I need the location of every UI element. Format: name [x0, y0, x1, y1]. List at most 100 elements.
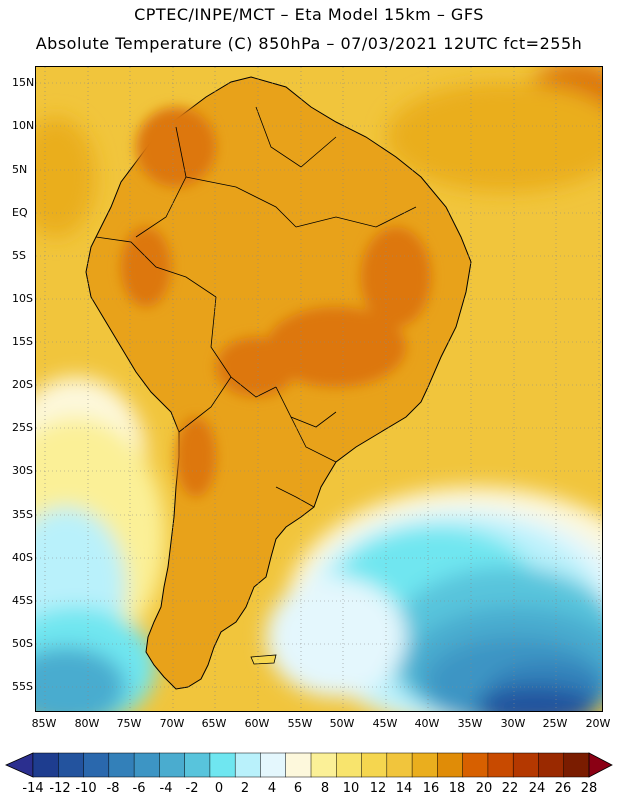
lat-label: 10S — [12, 292, 33, 305]
colorbar-cell — [310, 752, 337, 778]
temperature-map — [35, 66, 603, 712]
map-canvas — [36, 67, 602, 711]
border-line — [95, 236, 217, 298]
warm-ocean-patches — [36, 67, 602, 237]
colorbar-label: -4 — [159, 781, 173, 796]
colorbar-label: 12 — [369, 781, 387, 796]
border-line — [275, 486, 315, 508]
hot-patch — [361, 227, 431, 327]
colorbar-cell — [512, 752, 539, 778]
colorbar-label: 16 — [422, 781, 440, 796]
border-line — [295, 206, 417, 228]
colorbar-cell — [487, 752, 514, 778]
cold-pacific-patches — [36, 377, 166, 711]
lon-label: 80W — [74, 717, 100, 730]
lat-label: 35S — [12, 508, 33, 521]
gridlines — [36, 67, 602, 711]
colorbar-label: 0 — [214, 781, 224, 796]
hot-patch — [121, 227, 171, 307]
colorbar-cell — [336, 752, 363, 778]
colorbar-cell — [437, 752, 464, 778]
border-line — [290, 416, 337, 463]
colorbar-cell — [83, 752, 110, 778]
colorbar-label: 18 — [448, 781, 466, 796]
lat-label: EQ — [12, 206, 28, 219]
cold-atlantic-patches — [266, 487, 602, 711]
cold-patch — [36, 647, 126, 711]
lat-label: 10N — [12, 119, 35, 132]
lat-label: 40S — [12, 551, 33, 564]
border-line — [178, 376, 232, 433]
lat-label: 50S — [12, 637, 33, 650]
border-line — [185, 176, 297, 228]
colorbar-cell — [386, 752, 413, 778]
colorbar-label: -12 — [49, 781, 71, 796]
colorbar-label: 20 — [475, 781, 493, 796]
colorbar-over-triangle — [588, 752, 613, 778]
lon-label: 70W — [159, 717, 185, 730]
colorbar-cell — [209, 752, 236, 778]
warm-patch — [36, 117, 96, 237]
border-line — [275, 386, 337, 428]
colorbar-cell — [260, 752, 287, 778]
lon-label: 40W — [414, 717, 440, 730]
colorbar-label: -2 — [185, 781, 199, 796]
colorbar-label: 2 — [240, 781, 250, 796]
lon-label: 60W — [244, 717, 270, 730]
colorbar-cell — [58, 752, 85, 778]
lat-label: 45S — [12, 594, 33, 607]
hot-patch — [176, 417, 216, 497]
hot-patch — [136, 107, 216, 187]
cold-patch — [266, 577, 406, 697]
lon-label: 35W — [457, 717, 483, 730]
colorbar-cell — [159, 752, 186, 778]
colorbar-cell — [538, 752, 565, 778]
lat-label: 30S — [12, 464, 33, 477]
colorbar-label: 22 — [501, 781, 519, 796]
map-subtitle: Absolute Temperature (C) 850hPa – 07/03/… — [35, 34, 583, 53]
lon-label: 85W — [31, 717, 57, 730]
lon-label: 65W — [201, 717, 227, 730]
colorbar-label: 10 — [342, 781, 360, 796]
lat-label: 15S — [12, 335, 33, 348]
colorbar-label: 28 — [580, 781, 598, 796]
colorbar-cell — [184, 752, 211, 778]
lon-label: 25W — [542, 717, 568, 730]
colorbar-label: 24 — [528, 781, 546, 796]
colorbar-cell — [133, 752, 160, 778]
colorbar-under-triangle — [5, 752, 34, 778]
lat-label: 5N — [12, 163, 28, 176]
warm-patch — [386, 82, 602, 192]
map-title: CPTEC/INPE/MCT – Eta Model 15km – GFS — [134, 5, 484, 24]
colorbar-cell — [462, 752, 489, 778]
lat-label: 25S — [12, 421, 33, 434]
lat-label: 20S — [12, 378, 33, 391]
cold-patch — [476, 687, 596, 711]
lat-label: 55S — [12, 680, 33, 693]
colorbar-label: -8 — [106, 781, 120, 796]
colorbar-label: 6 — [293, 781, 303, 796]
lon-label: 50W — [329, 717, 355, 730]
border-line — [135, 126, 187, 238]
lon-label: 75W — [116, 717, 142, 730]
lon-label: 55W — [287, 717, 313, 730]
country-borders — [95, 106, 417, 508]
colorbar-cell — [285, 752, 312, 778]
colorbar-cell — [108, 752, 135, 778]
lon-label: 20W — [585, 717, 611, 730]
hot-patch — [216, 337, 296, 397]
colorbar-cells — [32, 752, 590, 778]
colorbar — [5, 752, 613, 778]
lon-label: 30W — [500, 717, 526, 730]
colorbar-label: 4 — [267, 781, 277, 796]
colorbar-cell — [361, 752, 388, 778]
border-line — [255, 106, 337, 168]
colorbar-cell — [32, 752, 59, 778]
lat-label: 5S — [12, 249, 26, 262]
colorbar-label: -6 — [132, 781, 146, 796]
lon-label: 45W — [372, 717, 398, 730]
lat-label: 15N — [12, 76, 35, 89]
colorbar-label: -10 — [75, 781, 97, 796]
colorbar-cell — [234, 752, 261, 778]
colorbar-label: -14 — [22, 781, 44, 796]
